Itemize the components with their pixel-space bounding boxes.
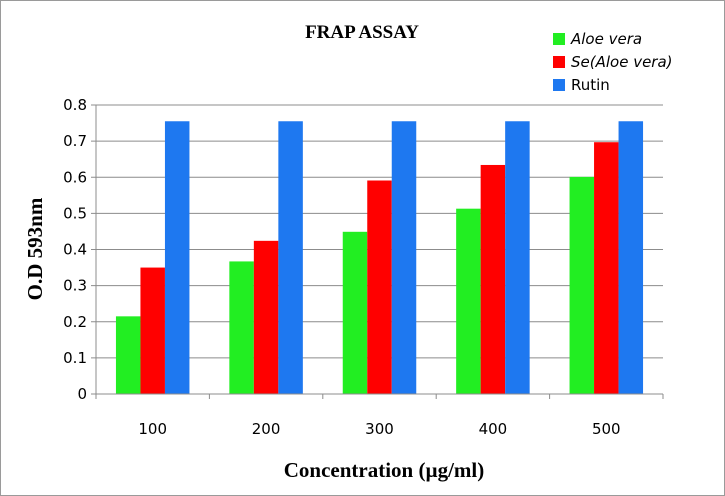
y-tick-labels: 0 0.1 0.2 0.3 0.4 0.5 0.6 0.7 0.8 <box>63 96 87 403</box>
bar <box>115 316 141 394</box>
y-tick-label: 0.6 <box>63 168 87 186</box>
x-tick-label: 100 <box>138 420 167 438</box>
x-axis-title: Concentration (µg/ml) <box>284 458 484 482</box>
legend: Aloe vera Se(Aloe vera) Rutin <box>553 30 673 94</box>
bar <box>140 267 165 394</box>
y-tick-label: 0.7 <box>63 132 87 150</box>
y-tick-label: 0.1 <box>63 349 87 367</box>
y-tick-label: 0.2 <box>63 313 87 331</box>
bar <box>594 142 619 394</box>
legend-label: Rutin <box>571 76 610 94</box>
x-tick-label: 300 <box>365 420 394 438</box>
legend-swatch <box>553 79 565 91</box>
y-tick-label: 0.4 <box>63 241 87 259</box>
x-tick-label: 500 <box>592 420 621 438</box>
x-tick-label: 400 <box>479 420 508 438</box>
bar <box>391 121 417 394</box>
legend-swatch <box>553 56 565 68</box>
bar <box>229 261 254 394</box>
y-tick-label: 0 <box>77 385 87 403</box>
legend-label: Aloe vera <box>570 30 642 48</box>
legend-label: Se(Aloe vera) <box>571 53 673 71</box>
chart-title: FRAP ASSAY <box>305 22 419 43</box>
bar <box>278 121 303 394</box>
axes <box>91 104 664 399</box>
y-axis-title: O.D 593nm <box>23 197 47 300</box>
bar <box>456 208 481 394</box>
legend-swatch <box>553 33 565 45</box>
x-tick-label: 200 <box>252 420 281 438</box>
bars <box>115 121 644 394</box>
y-tick-label: 0.5 <box>63 204 87 222</box>
y-tick-label: 0.8 <box>63 96 87 114</box>
bar <box>164 121 190 394</box>
bar <box>505 121 530 394</box>
y-tick-label: 0.3 <box>63 277 87 295</box>
bar <box>253 240 279 394</box>
bar <box>367 180 392 394</box>
bar <box>618 121 644 394</box>
bar <box>569 176 595 394</box>
x-tick-labels: 100 200 300 400 500 <box>138 420 620 438</box>
bar <box>342 231 368 394</box>
bar <box>480 164 506 394</box>
